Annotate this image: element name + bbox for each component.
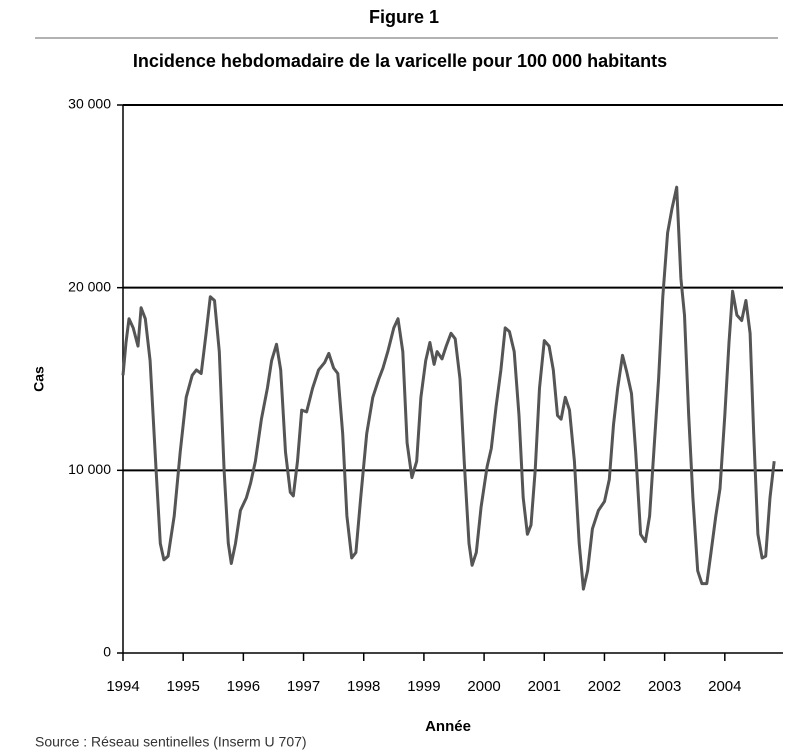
- x-tick-label: 2000: [467, 678, 500, 695]
- x-tick-label: 1997: [287, 678, 320, 695]
- x-tick-label: 1996: [227, 678, 260, 695]
- x-tick-label: 2002: [588, 678, 621, 695]
- chart-title: Figure 1: [369, 7, 439, 27]
- x-tick-label: 1998: [347, 678, 380, 695]
- x-tick-label: 1995: [166, 678, 199, 695]
- chart-subtitle: Incidence hebdomadaire de la varicelle p…: [133, 51, 667, 71]
- source-note: Source : Réseau sentinelles (Inserm U 70…: [35, 734, 307, 750]
- x-tick-label: 2001: [528, 678, 561, 695]
- x-tick-label: 2003: [648, 678, 681, 695]
- x-tick-label: 2004: [708, 678, 741, 695]
- y-tick-label: 10 000: [68, 461, 111, 477]
- y-tick-label: 0: [103, 644, 111, 660]
- y-tick-label: 20 000: [68, 278, 111, 294]
- y-axis-label: Cas: [31, 366, 47, 392]
- x-tick-label: 1999: [407, 678, 440, 695]
- y-tick-label: 30 000: [68, 96, 111, 112]
- data-line: [121, 185, 776, 591]
- x-axis-label: Année: [425, 718, 471, 735]
- x-tick-label: 1994: [106, 678, 139, 695]
